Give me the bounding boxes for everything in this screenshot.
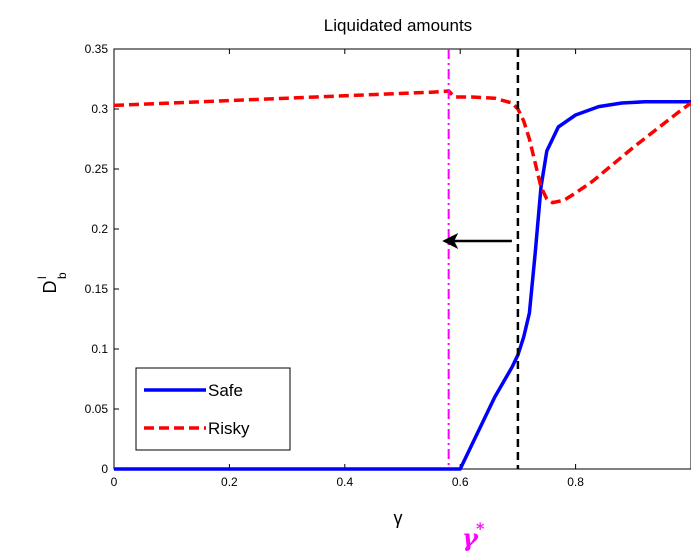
y-axis-label-sub: b [55, 272, 69, 279]
gamma-star-symbol: γ [462, 523, 479, 552]
y-axis-label: D l b [35, 272, 69, 294]
y-tick-label: 0.2 [91, 222, 108, 236]
y-tick-label: 0.15 [85, 282, 109, 296]
x-tick-label: 0.6 [452, 475, 469, 489]
y-tick-label: 0.1 [91, 342, 108, 356]
series-line-safe [114, 100, 691, 471]
legend-label-safe: Safe [208, 381, 243, 400]
legend-box [135, 367, 291, 451]
series-lines [113, 89, 691, 471]
legend-label-risky: Risky [208, 419, 250, 438]
y-tick-label: 0.3 [91, 102, 108, 116]
y-tick-label: 0.35 [85, 42, 109, 56]
x-tick-label: 0.8 [567, 475, 584, 489]
x-tick-label: 0.2 [221, 475, 238, 489]
series-line-risky [113, 89, 691, 205]
x-tick-label: 0 [111, 475, 118, 489]
chart-title: Liquidated amounts [324, 16, 472, 35]
annotations [442, 49, 520, 469]
y-tick-label: 0 [101, 462, 108, 476]
y-tick-label: 0.05 [85, 402, 109, 416]
y-tick-label: 0.25 [85, 162, 109, 176]
x-tick-label: 0.4 [336, 475, 353, 489]
y-axis-label-main: D [40, 281, 60, 294]
x-axis-label: γ [394, 508, 403, 528]
axis-ticks: 0 0.2 0.4 0.6 0.8 0 0.05 0.1 0.15 0.2 0.25 0.3 0.35 [85, 42, 585, 489]
y-axis-label-sup: l [35, 276, 49, 279]
gamma-star-label: γ * [462, 519, 485, 552]
shift-arrow-head [442, 233, 459, 249]
gamma-star-superscript: * [476, 519, 485, 538]
legend: Safe Risky [135, 367, 291, 451]
